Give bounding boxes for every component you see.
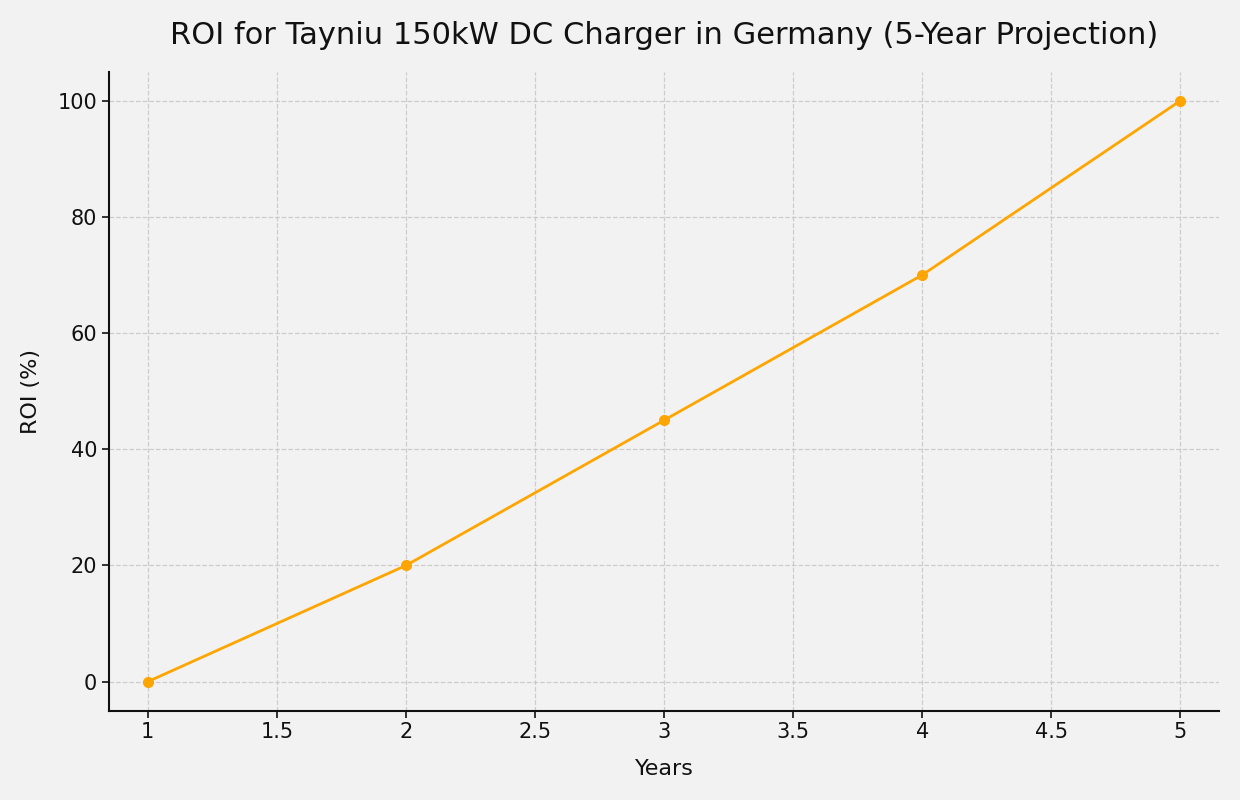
- X-axis label: Years: Years: [635, 759, 693, 779]
- Y-axis label: ROI (%): ROI (%): [21, 349, 41, 434]
- Title: ROI for Tayniu 150kW DC Charger in Germany (5-Year Projection): ROI for Tayniu 150kW DC Charger in Germa…: [170, 21, 1158, 50]
